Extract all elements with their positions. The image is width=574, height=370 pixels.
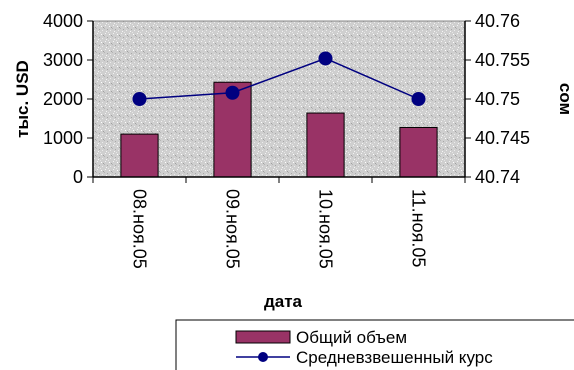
legend-bar-swatch [235,330,291,344]
bar [306,112,345,178]
left-tick-label: 0 [73,167,83,187]
x-tick-label: 09.ноя.05 [223,189,243,269]
right-axis-ticks: 40.74 40.745 40.75 40.755 40.76 [465,11,530,187]
legend-box [175,319,574,370]
line-point [225,85,240,100]
right-tick-label: 40.755 [475,50,530,70]
legend-line-label: Средневзвешенный курс [296,348,493,367]
right-tick-label: 40.76 [475,11,520,31]
line-series [132,51,426,106]
y-axis-left-title: тыс. USD [13,60,32,138]
left-tick-label: 4000 [43,11,83,31]
y-axis-right-title: сом [556,83,574,115]
legend-line-marker [258,352,268,362]
bar [399,126,438,178]
x-tick-label: 08.ноя.05 [130,189,150,269]
line-point [132,92,147,106]
x-tick-label: 11.ноя.05 [409,189,429,267]
x-axis-title: дата [264,292,303,311]
right-tick-label: 40.75 [475,89,520,109]
right-tick-label: 40.745 [475,128,530,148]
left-tick-label: 2000 [43,89,83,109]
bar [120,133,159,178]
series-line [139,57,419,100]
left-tick-label: 1000 [43,128,83,148]
line-point [318,51,333,66]
legend: Общий объем Средневзвешенный курс [175,319,574,370]
right-tick-label: 40.74 [475,167,520,187]
x-axis-ticks: 08.ноя.05 09.ноя.05 10.ноя.05 11.ноя.05 [92,177,466,269]
left-axis-ticks: 0 1000 2000 3000 4000 [43,11,93,187]
legend-bar-label: Общий объем [296,328,407,347]
x-tick-label: 10.ноя.05 [316,189,336,269]
line-point [411,92,426,106]
left-tick-label: 3000 [43,50,83,70]
